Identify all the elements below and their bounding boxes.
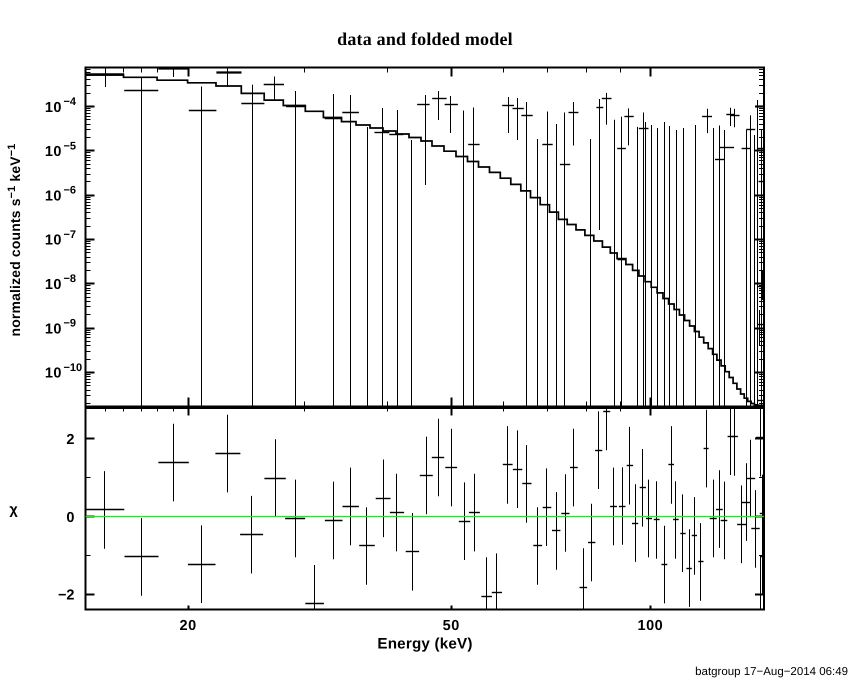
svg-text:0: 0: [66, 510, 74, 526]
svg-text:10: 10: [45, 144, 62, 160]
svg-text:Energy (keV): Energy (keV): [377, 636, 472, 653]
svg-text:20: 20: [180, 618, 197, 634]
svg-text:−10: −10: [64, 362, 83, 374]
svg-text:−2: −2: [58, 587, 75, 603]
svg-text:10: 10: [45, 277, 62, 293]
svg-text:2: 2: [66, 432, 74, 448]
svg-text:100: 100: [638, 618, 664, 634]
svg-text:10: 10: [45, 366, 62, 382]
svg-text:data and folded model: data and folded model: [337, 29, 513, 49]
svg-text:−6: −6: [64, 185, 77, 197]
svg-text:−8: −8: [64, 273, 77, 285]
svg-text:10: 10: [45, 233, 62, 249]
svg-text:−5: −5: [64, 140, 77, 152]
svg-text:−9: −9: [64, 318, 77, 330]
svg-text:10: 10: [45, 321, 62, 337]
svg-text:normalized counts s−1 keV−1: normalized counts s−1 keV−1: [6, 144, 23, 337]
svg-text:−7: −7: [64, 229, 77, 241]
svg-text:−4: −4: [64, 96, 77, 108]
svg-text:10: 10: [45, 100, 62, 116]
svg-text:50: 50: [443, 618, 460, 634]
svg-text:χ: χ: [9, 502, 18, 518]
svg-text:batgroup 17−Aug−2014 06:49: batgroup 17−Aug−2014 06:49: [695, 666, 848, 678]
svg-text:10: 10: [45, 188, 62, 204]
